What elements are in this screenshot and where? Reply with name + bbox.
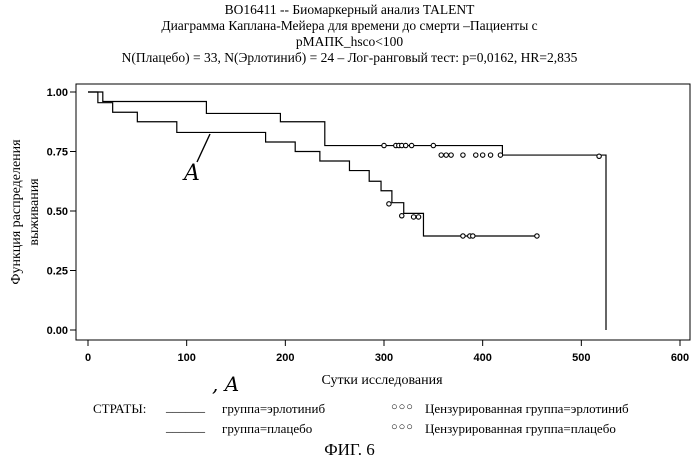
- chart-title-line1: BO16411 -- Биомаркерный анализ TALENT: [224, 2, 475, 17]
- y-tick-label: 1.00: [47, 87, 68, 99]
- legend-censor-placebo-marker: ○○○: [391, 421, 414, 433]
- chart-series: [88, 91, 607, 330]
- legend-strata-label: СТРАТЫ:: [93, 401, 147, 416]
- x-tick-label: 500: [572, 352, 590, 364]
- chart-title-line3: pMAПK_hsco<100: [295, 34, 404, 49]
- censor-point-placebo: [410, 214, 417, 220]
- chart-title-line4: N(Плацебо) = 33, N(Эрлотиниб) = 24 – Лог…: [121, 50, 578, 65]
- legend-censored-placebo-label: Цензурированная группа=плацебо: [425, 421, 616, 436]
- y-tick-label: 0.00: [47, 325, 68, 337]
- chart-annotations: A: [182, 133, 211, 186]
- x-tick-label: 400: [473, 352, 491, 364]
- x-tick-label: 600: [671, 352, 689, 364]
- censor-point-placebo: [470, 233, 476, 239]
- x-axis-label: Сутки исследования: [321, 373, 443, 388]
- censor-point-erlotinib: [448, 152, 454, 158]
- chart-title-line2: Диаграмма Каплана-Мейера для времени до …: [161, 18, 538, 33]
- censor-point-erlotinib: [430, 142, 437, 149]
- censor-point-erlotinib: [438, 152, 444, 158]
- y-tick-label: 0.50: [47, 206, 68, 218]
- censor-point-erlotinib: [479, 152, 486, 158]
- legend-placebo-label: группа=плацебо: [222, 421, 313, 436]
- km-survival-chart: 0.00 0.25 0.50 0.75 1.00 0 100 200 300 400 500 600 С…: [9, 83, 691, 388]
- legend-placebo-line-sample: ______: [166, 419, 205, 434]
- censor-point-erlotinib: [460, 152, 466, 158]
- annotation-a-pointer: [196, 133, 211, 163]
- legend-censored-erlotinib-label: Цензурированная группа=эрлотиниб: [425, 401, 629, 416]
- chart-axes: 0.00 0.25 0.50 0.75 1.00 0 100 200 300 400 500 600 С…: [9, 83, 691, 388]
- legend-erlotinib-label: группа=эрлотиниб: [222, 401, 326, 416]
- y-tick-label: 0.75: [47, 147, 68, 159]
- censor-point-erlotinib: [497, 152, 504, 158]
- censor-point-erlotinib: [402, 142, 409, 149]
- censor-point-placebo: [399, 213, 405, 219]
- annotation-a-plot: A: [182, 161, 200, 186]
- x-tick-label: 0: [85, 352, 91, 364]
- annotation-a-legend: , A: [212, 372, 240, 396]
- censor-point-erlotinib: [473, 152, 479, 158]
- censor-point-placebo: [386, 201, 392, 207]
- censor-point-erlotinib: [408, 142, 415, 149]
- censor-point-placebo: [460, 233, 466, 239]
- x-tick-label: 200: [276, 352, 294, 364]
- plot-frame: [75, 83, 691, 341]
- figure-caption: ФИГ. 6: [324, 440, 375, 459]
- x-tick-label: 300: [375, 352, 393, 364]
- censor-point-placebo: [534, 233, 540, 239]
- censor-point-erlotinib: [443, 152, 449, 158]
- censor-point-erlotinib: [596, 153, 602, 160]
- censor-point-erlotinib: [487, 152, 494, 158]
- series-line-erlotinib: [88, 91, 607, 330]
- y-tick-label: 0.25: [47, 266, 68, 278]
- y-axis-label-line2: выживания: [27, 178, 42, 246]
- censor-point-erlotinib: [381, 142, 387, 149]
- censor-point-placebo: [415, 214, 422, 220]
- legend-censor-erlotinib-marker: ○○○: [391, 401, 414, 413]
- legend-erlotinib-line-sample: ______: [166, 399, 205, 414]
- series-line-placebo: [88, 91, 537, 237]
- y-axis-label-line1: Функция распределения: [9, 139, 24, 285]
- x-tick-label: 100: [177, 352, 195, 364]
